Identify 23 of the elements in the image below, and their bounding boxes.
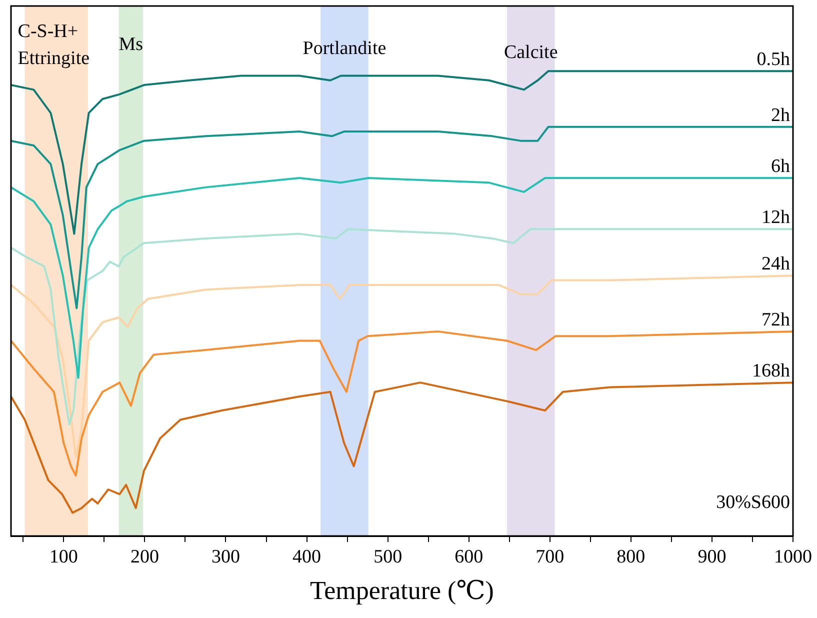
x-tick-label: 200 (130, 546, 159, 568)
x-tick-label: 500 (374, 546, 402, 568)
series-label: 12h (762, 207, 790, 228)
x-tick-label: 600 (454, 546, 484, 568)
x-tick-label: 400 (292, 546, 322, 568)
series-label: 24h (762, 254, 790, 275)
x-tick-label: 800 (616, 546, 646, 568)
x-tick-label: 700 (536, 546, 564, 568)
x-axis-title: Temperature (℃) (310, 576, 494, 606)
band-label: Calcite (504, 42, 558, 63)
annotation: 30%S600 (716, 492, 790, 513)
x-tick-label: 900 (698, 546, 726, 568)
series-label: 0.5h (756, 49, 790, 70)
x-tick-label: 1000 (774, 546, 812, 568)
band-label: Ms (118, 34, 144, 55)
x-tick-label: 100 (49, 546, 78, 568)
series-label: 168h (752, 360, 790, 382)
series-label: 2h (771, 104, 790, 126)
band-label: C-S-H+ Ettringite (18, 21, 90, 69)
x-tick-label: 300 (211, 546, 240, 568)
series-label: 6h (771, 156, 790, 178)
band-label: Portlandite (302, 38, 386, 59)
series-label: 72h (762, 309, 790, 330)
